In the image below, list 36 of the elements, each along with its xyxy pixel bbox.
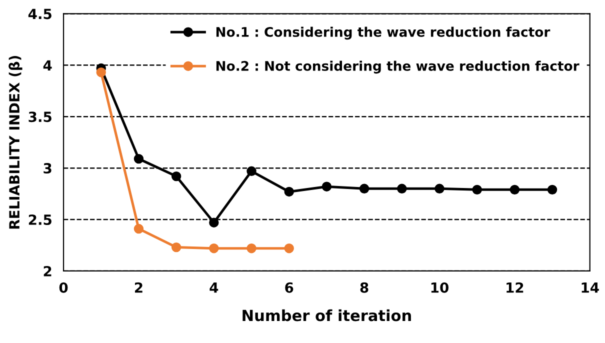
x-axis-title: Number of iteration (242, 309, 411, 322)
x-tick-label: 6 (285, 282, 294, 293)
x-tick-label: 10 (431, 282, 448, 293)
x-tick-label: 0 (59, 282, 68, 293)
point (134, 224, 144, 234)
y-tick-label: 3 (44, 163, 52, 174)
x-tick-label: 14 (582, 282, 599, 293)
x-tick-label: 8 (360, 282, 368, 293)
y-tick-label: 4.5 (28, 8, 52, 20)
y-tick-label: 2.5 (28, 214, 52, 225)
point (322, 182, 332, 192)
point (246, 166, 256, 176)
x-tick-label: 4 (210, 282, 218, 293)
point (510, 184, 520, 195)
point (434, 184, 444, 194)
point (134, 154, 144, 164)
y-tick-label: 4 (43, 60, 52, 70)
point (246, 243, 256, 254)
legend-label: No.2 : Not considering the wave reduction factor (216, 60, 580, 74)
y-axis-title: RELIABILITY INDEX (β) (8, 56, 22, 229)
point (397, 184, 407, 194)
point (472, 184, 482, 195)
point (359, 184, 370, 194)
point (171, 242, 182, 252)
x-tick-label: 2 (134, 282, 142, 293)
point (547, 184, 558, 195)
point (284, 243, 294, 254)
x-tick-label: 12 (506, 282, 524, 293)
point (209, 218, 219, 228)
legend-label: No.1 : Considering the wave reduction factor (216, 26, 550, 40)
point (209, 243, 219, 254)
y-tick-label: 2 (44, 266, 52, 276)
point (96, 68, 106, 78)
point (171, 171, 182, 182)
point (284, 186, 294, 197)
y-tick-label: 3.5 (28, 112, 52, 122)
